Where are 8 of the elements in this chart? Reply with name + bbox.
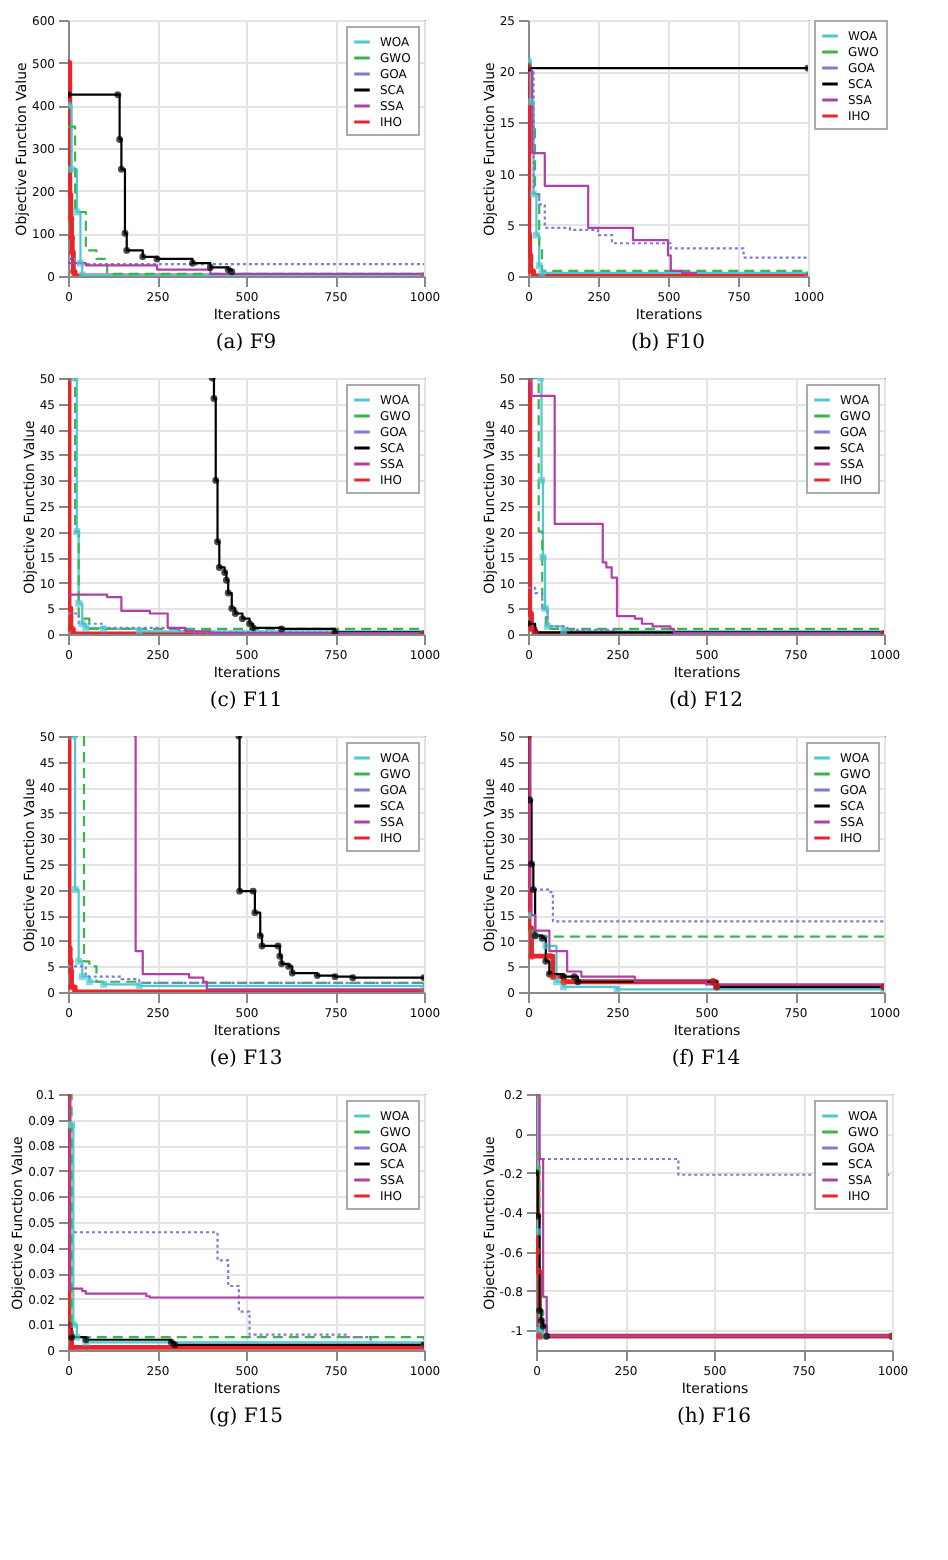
text: (g) F15 xyxy=(208,1406,284,1428)
text: (b) F10 xyxy=(630,332,706,354)
text: (e) F13 xyxy=(209,1048,283,1070)
text: (f) F14 xyxy=(671,1048,741,1070)
text: (c) F11 xyxy=(209,690,283,712)
text: (a) F9 xyxy=(215,332,277,354)
text: (d) F12 xyxy=(668,690,744,712)
text: (h) F16 xyxy=(676,1406,752,1428)
